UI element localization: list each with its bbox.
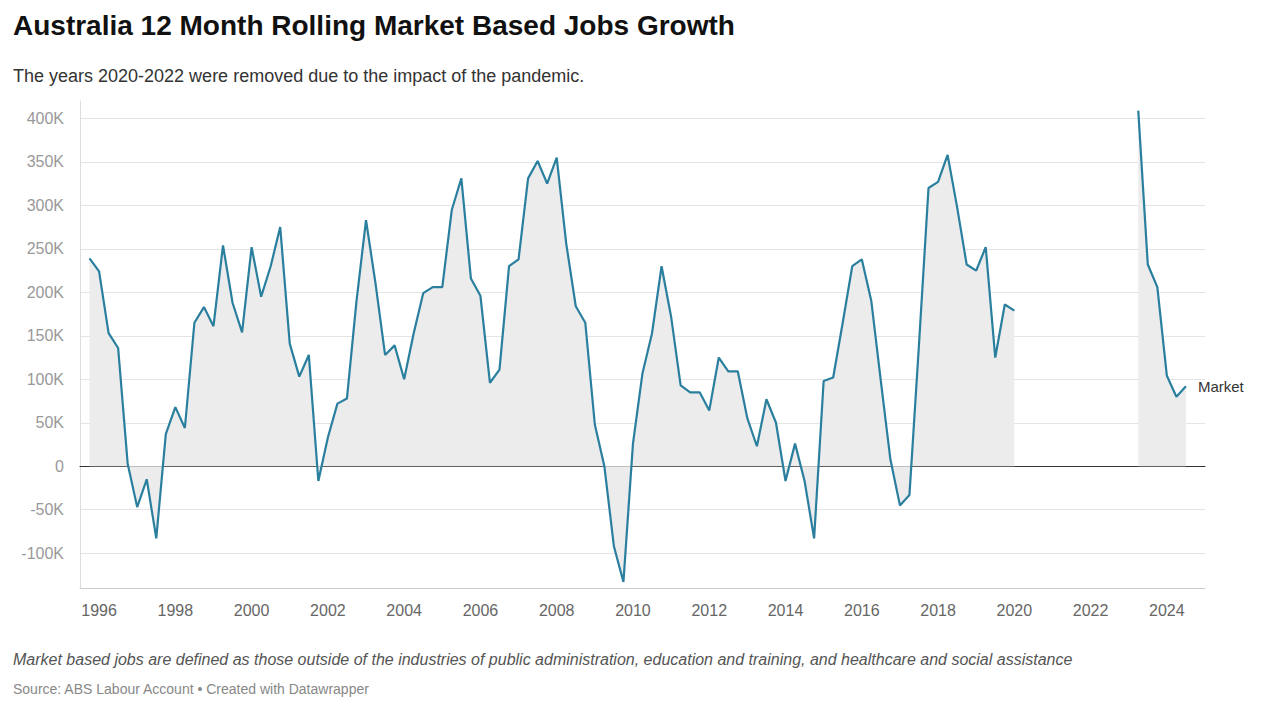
svg-text:-100K: -100K <box>21 545 64 562</box>
svg-text:350K: 350K <box>27 153 65 170</box>
svg-text:2002: 2002 <box>310 602 346 619</box>
svg-text:1998: 1998 <box>158 602 194 619</box>
svg-text:100K: 100K <box>27 371 65 388</box>
svg-text:300K: 300K <box>27 197 65 214</box>
svg-text:250K: 250K <box>27 240 65 257</box>
svg-text:2012: 2012 <box>691 602 727 619</box>
svg-text:The years 2020-2022 were remov: The years 2020-2022 were removed due to … <box>13 66 584 86</box>
svg-text:2010: 2010 <box>615 602 651 619</box>
svg-text:-50K: -50K <box>30 501 64 518</box>
svg-text:Australia 12 Month Rolling Mar: Australia 12 Month Rolling Market Based … <box>13 10 735 41</box>
svg-text:2008: 2008 <box>539 602 575 619</box>
svg-text:2018: 2018 <box>920 602 956 619</box>
svg-text:2020: 2020 <box>997 602 1033 619</box>
svg-text:2016: 2016 <box>844 602 880 619</box>
svg-text:150K: 150K <box>27 327 65 344</box>
svg-text:200K: 200K <box>27 284 65 301</box>
svg-text:2000: 2000 <box>234 602 270 619</box>
svg-text:Market: Market <box>1198 378 1245 395</box>
svg-text:Market based jobs are defined: Market based jobs are defined as those o… <box>13 651 1072 668</box>
svg-text:2024: 2024 <box>1149 602 1185 619</box>
svg-text:2022: 2022 <box>1073 602 1109 619</box>
svg-text:Source: ABS Labour Account • C: Source: ABS Labour Account • Created wit… <box>13 681 369 697</box>
svg-text:1996: 1996 <box>81 602 117 619</box>
svg-text:50K: 50K <box>36 414 65 431</box>
svg-text:2014: 2014 <box>768 602 804 619</box>
svg-text:2004: 2004 <box>386 602 422 619</box>
svg-text:2006: 2006 <box>463 602 499 619</box>
svg-text:400K: 400K <box>27 110 65 127</box>
svg-text:0: 0 <box>55 458 64 475</box>
